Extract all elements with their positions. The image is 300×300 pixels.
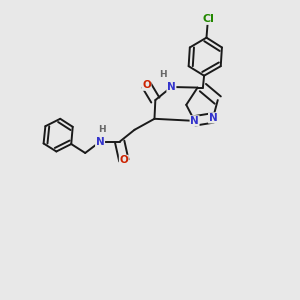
Text: N: N: [96, 137, 104, 147]
Text: O: O: [142, 80, 151, 90]
Text: H: H: [159, 70, 166, 79]
Text: N: N: [167, 82, 176, 92]
Text: O: O: [119, 155, 128, 165]
Text: N: N: [190, 116, 199, 126]
Text: N: N: [208, 113, 217, 123]
Text: H: H: [98, 125, 105, 134]
Text: Cl: Cl: [202, 14, 214, 24]
